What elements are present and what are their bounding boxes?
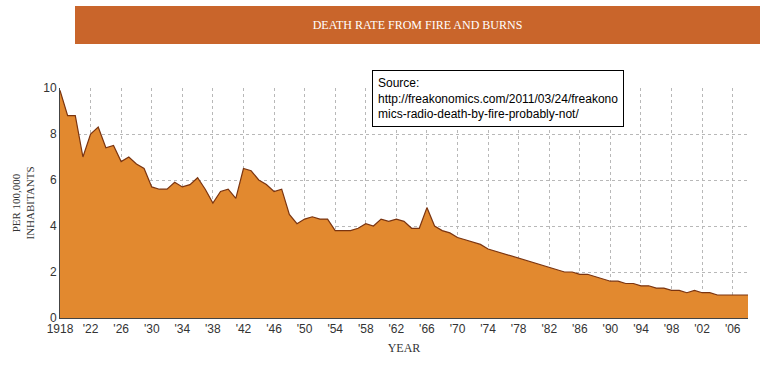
svg-text:10: 10 [43,81,57,95]
svg-text:2: 2 [50,265,57,279]
svg-text:'74: '74 [480,322,496,336]
svg-text:'86: '86 [572,322,588,336]
svg-text:Source:http://freakonomics.com: Source:http://freakonomics.com/2011/03/2… [378,76,618,121]
svg-text:YEAR: YEAR [388,341,421,355]
svg-text:'70: '70 [450,322,466,336]
svg-text:8: 8 [50,127,57,141]
svg-text:'54: '54 [327,322,343,336]
svg-text:'38: '38 [205,322,221,336]
svg-text:4: 4 [50,219,57,233]
svg-text:'98: '98 [664,322,680,336]
svg-text:'90: '90 [603,322,619,336]
svg-text:'62: '62 [389,322,405,336]
svg-text:'30: '30 [144,322,160,336]
svg-text:'94: '94 [633,322,649,336]
svg-text:'50: '50 [297,322,313,336]
svg-text:'66: '66 [419,322,435,336]
svg-text:'42: '42 [236,322,252,336]
svg-text:'78: '78 [511,322,527,336]
svg-text:0: 0 [50,311,57,325]
svg-text:'26: '26 [113,322,129,336]
svg-text:6: 6 [50,173,57,187]
svg-text:1918: 1918 [47,322,74,336]
svg-text:'82: '82 [541,322,557,336]
svg-text:'46: '46 [266,322,282,336]
svg-text:'34: '34 [174,322,190,336]
svg-text:'02: '02 [694,322,710,336]
svg-text:PER 100,000INHABITANTS: PER 100,000INHABITANTS [10,166,36,239]
svg-text:'06: '06 [725,322,741,336]
svg-text:'58: '58 [358,322,374,336]
svg-text:'22: '22 [83,322,99,336]
svg-text:DEATH RATE FROM FIRE AND BURNS: DEATH RATE FROM FIRE AND BURNS [313,18,523,32]
